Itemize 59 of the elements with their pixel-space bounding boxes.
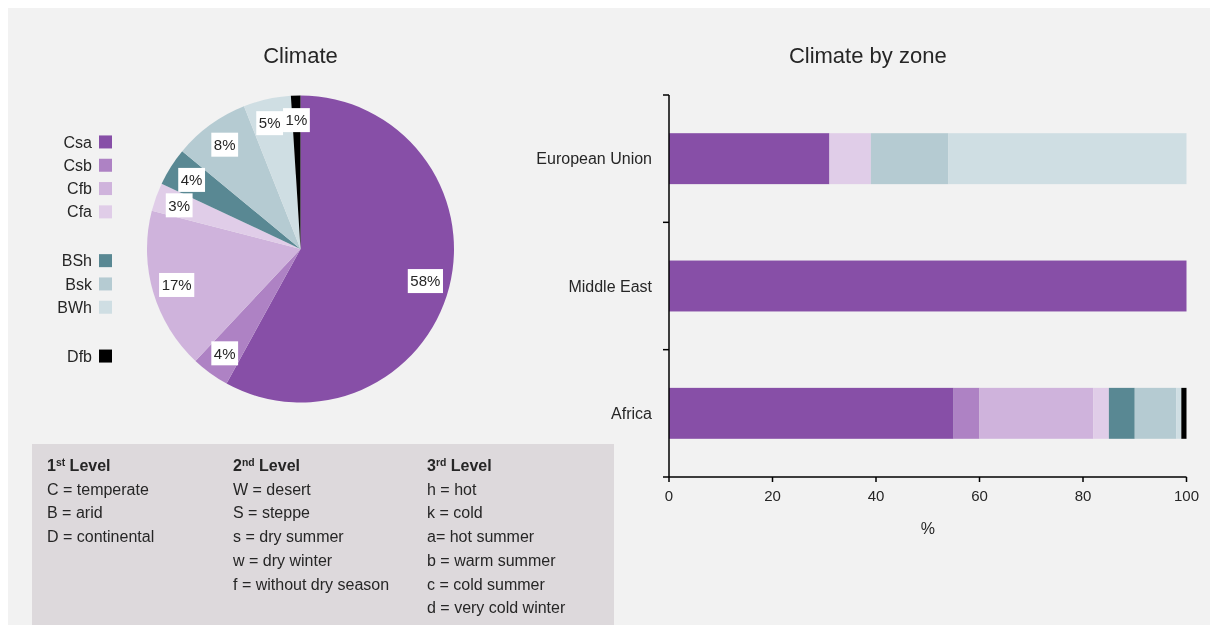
chart-title: Climate	[263, 43, 338, 68]
y-tick-label: Africa	[611, 404, 653, 422]
bar	[1134, 387, 1177, 439]
legend-label: Bsk	[65, 275, 93, 293]
data-label: 17%	[161, 276, 192, 294]
data-label: 5%	[258, 114, 281, 132]
bar	[1093, 387, 1109, 439]
text: s = dry summer	[233, 528, 345, 546]
legend-label: Dfb	[67, 347, 93, 365]
text: S = steppe	[233, 504, 311, 522]
x-tick-label: 60	[971, 487, 988, 504]
data-label: 4%	[180, 171, 203, 189]
text: 2$^{nd}$ Level	[233, 456, 300, 474]
data-label: 8%	[213, 135, 236, 153]
bar	[1176, 387, 1182, 439]
legend-label: Csb	[63, 156, 93, 174]
text: a= hot summer	[427, 528, 535, 546]
text: d = very cold winter	[427, 599, 566, 617]
text: 3$^{rd}$ Level	[427, 456, 492, 474]
data-label: 3%	[168, 196, 191, 214]
data-label: 58%	[410, 272, 441, 290]
x-tick-label: 100	[1173, 487, 1200, 504]
x-axis-title: %	[920, 520, 935, 537]
text: W = desert	[233, 480, 312, 498]
x-tick-label: 20	[764, 487, 781, 504]
text: b = warm summer	[427, 551, 557, 569]
data-label: 1%	[285, 111, 308, 129]
text: B = arid	[47, 504, 103, 522]
x-tick-label: 40	[867, 487, 885, 504]
x-tick-label: 0	[664, 487, 674, 504]
data-label: 4%	[213, 344, 236, 362]
bar	[1108, 387, 1135, 439]
bar	[829, 133, 871, 185]
y-tick-label: European Union	[536, 150, 652, 168]
text: w = dry winter	[232, 551, 333, 569]
legend-label: Csa	[63, 133, 93, 151]
pie-slice	[147, 210, 301, 361]
text: h = hot	[427, 480, 477, 498]
text: C = temperate	[47, 480, 149, 498]
text: f = without dry season	[233, 575, 390, 593]
bar	[669, 133, 830, 185]
bar	[669, 387, 954, 439]
bar	[870, 133, 949, 185]
bar	[953, 387, 980, 439]
text: k = cold	[427, 504, 483, 522]
legend-label: Cfb	[67, 180, 93, 198]
y-tick-label: Middle East	[568, 277, 653, 295]
bar	[669, 260, 1187, 312]
bar	[1181, 387, 1187, 439]
text: D = continental	[47, 528, 155, 546]
legend-label: BWh	[57, 298, 92, 316]
text: c = cold summer	[427, 575, 546, 593]
x-tick-label: 80	[1074, 487, 1092, 504]
bar	[948, 133, 1187, 185]
bar	[979, 387, 1094, 439]
legend-label: Cfa	[67, 203, 93, 221]
chart-title: Climate by zone	[788, 43, 947, 68]
text: 1$^{st}$ Level	[47, 456, 111, 474]
legend-label: BSh	[61, 252, 92, 270]
